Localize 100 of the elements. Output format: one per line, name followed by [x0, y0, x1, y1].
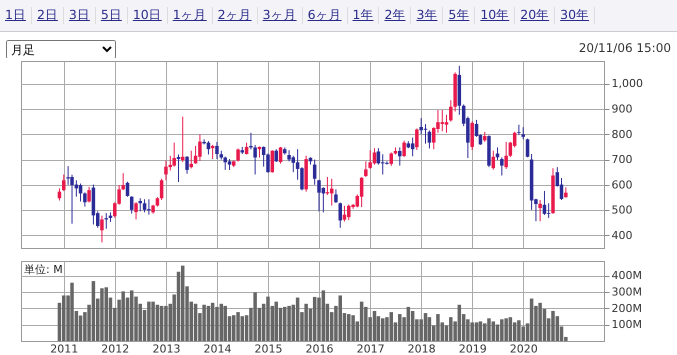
candlestick: [278, 146, 282, 164]
text: 20年: [515, 7, 556, 24]
candlestick: [185, 156, 189, 174]
text: 1日: [0, 7, 32, 24]
candlestick: [300, 166, 304, 191]
bar: [372, 310, 376, 341]
y-tick-label: 100M: [612, 318, 642, 332]
text: 2年: [379, 7, 412, 24]
x-tick-label: 2012: [101, 342, 130, 355]
candlestick: [198, 134, 202, 162]
candlestick: [215, 141, 219, 160]
candlestick: [138, 198, 142, 212]
candlestick: [372, 148, 376, 166]
candlestick: [180, 116, 184, 163]
text: 10日: [128, 7, 168, 24]
candlestick: [326, 176, 330, 196]
candlestick: [83, 192, 87, 208]
candlestick: [249, 132, 253, 150]
bar: [236, 312, 240, 341]
candlestick: [228, 158, 232, 170]
candlestick: [78, 183, 82, 202]
bar: [156, 304, 160, 341]
text: 6ヶ月: [302, 7, 348, 24]
candlestick: [253, 144, 257, 175]
candlestick: [164, 160, 168, 181]
x-tick-label: 2020: [510, 342, 538, 355]
candlestick: [194, 145, 198, 164]
candlestick: [189, 150, 193, 169]
candlestick: [492, 150, 496, 170]
candlestick: [134, 202, 138, 220]
x-tick-label: 2013: [152, 342, 180, 355]
candlestick: [317, 179, 321, 212]
bar: [266, 296, 270, 341]
candlestick: [546, 202, 550, 218]
bar: [92, 281, 96, 341]
candlestick: [104, 212, 108, 230]
candlestick: [449, 100, 453, 122]
y-tick-label: 200M: [612, 302, 642, 315]
candlestick: [172, 142, 176, 168]
candlestick: [62, 174, 66, 192]
bar: [194, 304, 198, 341]
bar: [240, 316, 244, 341]
bar: [253, 292, 257, 341]
x-tick-label: 2018: [408, 342, 436, 355]
candlestick: [334, 188, 338, 204]
text: 1年: [348, 7, 380, 24]
text: 2日: [32, 7, 64, 24]
bar: [436, 314, 440, 341]
candlestick: [292, 155, 296, 173]
candlestick: [338, 202, 342, 228]
candlestick: [444, 114, 448, 134]
candlestick: [160, 178, 164, 200]
bar: [151, 302, 155, 341]
bar: [406, 306, 410, 341]
bar: [215, 306, 219, 341]
bar: [100, 288, 104, 341]
bar: [530, 298, 534, 341]
candlestick: [147, 198, 151, 216]
candlestick: [100, 215, 104, 243]
text: 10年: [475, 7, 516, 24]
bar: [360, 302, 364, 341]
text: 3年: [411, 7, 444, 24]
x-tick-label: 2015: [254, 342, 282, 355]
bar: [283, 306, 287, 341]
candlestick: [236, 148, 240, 162]
bar: [478, 321, 482, 341]
bar: [304, 304, 308, 341]
candlestick: [312, 159, 316, 186]
y-tick-label: 900: [612, 102, 632, 116]
candlestick: [483, 132, 487, 142]
bar: [504, 318, 508, 341]
candlestick: [500, 156, 504, 176]
candlestick: [142, 198, 146, 213]
candlestick: [390, 152, 394, 166]
candlestick: [126, 181, 130, 198]
candlestick: [517, 124, 521, 136]
candlestick: [368, 150, 372, 170]
candlestick: [424, 124, 428, 144]
y-tick-label: 300M: [612, 286, 642, 299]
bar: [410, 310, 414, 341]
bar: [517, 320, 521, 341]
y-tick-label: 1,000: [612, 77, 643, 90]
bar: [296, 298, 300, 341]
candlestick: [74, 180, 78, 198]
bar: [508, 317, 512, 341]
x-tick-label: 2014: [203, 342, 232, 355]
candlestick: [66, 166, 70, 186]
annotation: 単位: M: [24, 263, 63, 276]
candlestick: [70, 174, 74, 224]
text: 3日: [64, 7, 96, 24]
candlestick: [274, 148, 278, 163]
candlestick: [342, 205, 346, 222]
bar: [160, 306, 164, 341]
candlestick: [364, 160, 368, 178]
bar: [538, 302, 542, 341]
candlestick: [244, 142, 248, 155]
candlestick: [398, 146, 402, 166]
candlestick: [376, 148, 380, 166]
y-tick-label: 500: [612, 204, 632, 217]
text: 5日: [96, 7, 128, 24]
